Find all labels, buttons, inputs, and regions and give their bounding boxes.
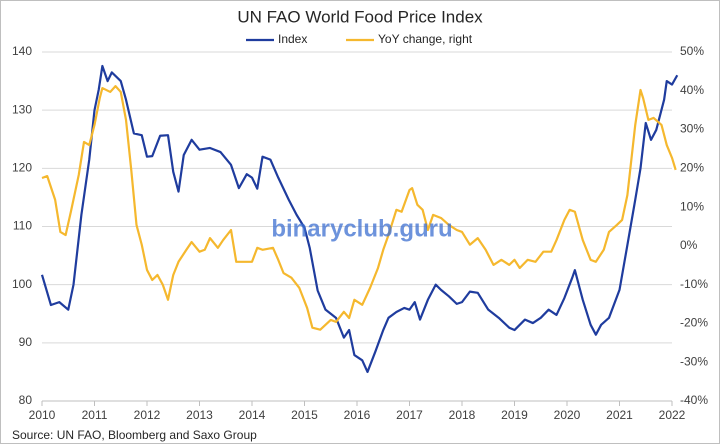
legend-label: Index xyxy=(278,32,307,46)
x-tick-label: 2021 xyxy=(606,408,633,422)
y2-tick-label: 20% xyxy=(680,161,704,175)
x-tick-label: 2022 xyxy=(659,408,686,422)
y2-tick-label: 40% xyxy=(680,83,704,97)
x-tick-label: 2017 xyxy=(396,408,423,422)
x-tick-label: 2013 xyxy=(186,408,213,422)
y2-tick-label: -10% xyxy=(680,277,708,291)
y-tick-label: 130 xyxy=(12,102,32,116)
source-note: Source: UN FAO, Bloomberg and Saxo Group xyxy=(12,428,257,442)
x-tick-label: 2012 xyxy=(134,408,161,422)
y2-tick-label: -30% xyxy=(680,354,708,368)
chart-title: UN FAO World Food Price Index xyxy=(237,7,483,26)
series-line xyxy=(40,64,679,374)
y-tick-label: 110 xyxy=(13,219,32,233)
y-tick-label: 90 xyxy=(19,335,33,349)
y2-tick-label: 10% xyxy=(680,199,704,213)
y-tick-label: 80 xyxy=(19,393,33,407)
y-tick-label: 100 xyxy=(12,277,32,291)
series-line xyxy=(41,85,677,331)
x-tick-label: 2018 xyxy=(449,408,476,422)
x-tick-label: 2011 xyxy=(82,408,108,422)
y-tick-label: 140 xyxy=(12,44,32,58)
y2-tick-label: 50% xyxy=(680,44,704,58)
y2-tick-label: -40% xyxy=(680,393,708,407)
legend-label: YoY change, right xyxy=(378,32,473,46)
y2-tick-label: 0% xyxy=(680,238,698,252)
x-tick-label: 2019 xyxy=(501,408,528,422)
x-tick-label: 2010 xyxy=(29,408,56,422)
x-tick-label: 2014 xyxy=(239,408,266,422)
x-tick-label: 2016 xyxy=(344,408,371,422)
y2-tick-label: 30% xyxy=(680,122,704,136)
y-tick-label: 120 xyxy=(12,161,32,175)
x-tick-label: 2015 xyxy=(291,408,318,422)
watermark: binaryclub.guru xyxy=(271,215,452,242)
y2-tick-label: -20% xyxy=(680,316,708,330)
x-tick-label: 2020 xyxy=(554,408,581,422)
